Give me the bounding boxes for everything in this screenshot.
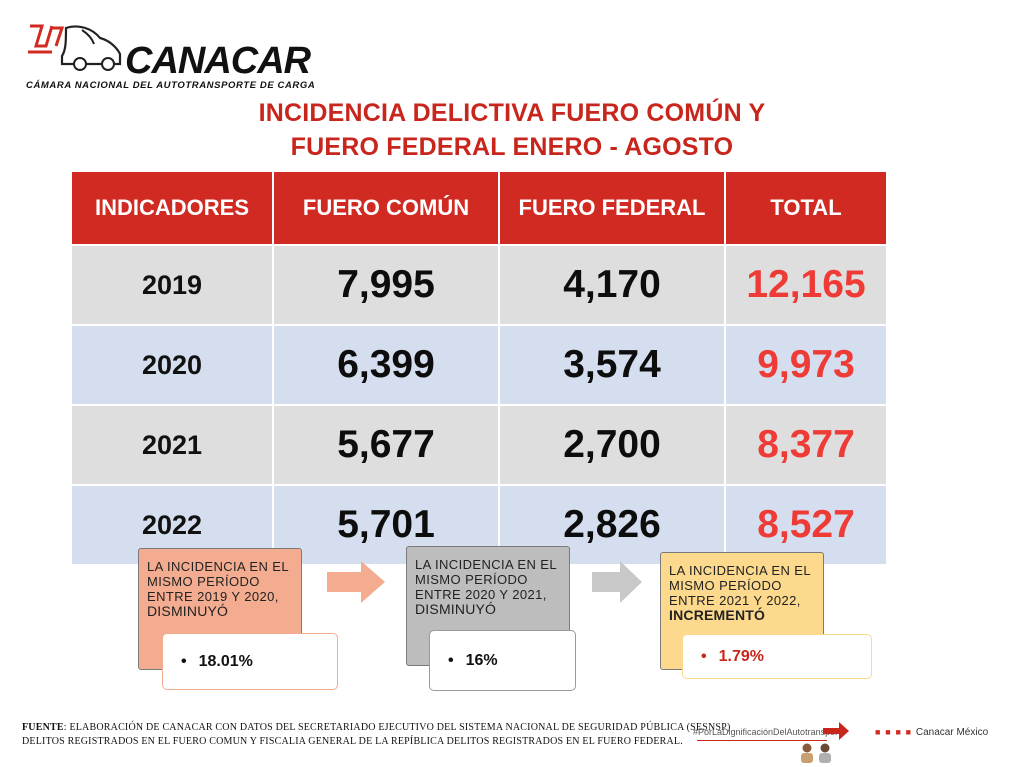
note-value: 18.01%: [198, 652, 253, 670]
cell-fuero-comun: 7,995: [273, 244, 500, 325]
title-line-2: FUERO FEDERAL ENERO - AGOSTO: [290, 133, 734, 161]
logo-wordmark: CANACAR: [125, 40, 311, 82]
arrow-right-icon: [327, 561, 385, 603]
social-links: ■ ■ ■ ■ Canacar México: [875, 727, 988, 738]
bullet-icon: •: [701, 647, 707, 665]
bullet-icon: •: [181, 652, 187, 670]
hashtag-underline: [697, 740, 827, 741]
footer-line-1: : ELABORACIÓN DE CANACAR CON DATOS DEL S…: [63, 722, 731, 733]
cell-fuero-federal: 2,700: [499, 404, 726, 485]
note-value-pill: • 18.01%: [162, 633, 338, 690]
cell-year: 2020: [72, 324, 274, 405]
note-verdict: INCREMENTÓ: [669, 607, 766, 623]
note-value: 1.79%: [718, 647, 764, 665]
table-header-row: INDICADORES FUERO COMÚN FUERO FEDERAL TO…: [72, 172, 886, 245]
arrow-right-icon: [592, 561, 642, 603]
footer-line-2: DELITOS REGISTRADOS EN EL FUERO COMUN Y …: [22, 736, 683, 747]
logo-subtitle: CÁMARA NACIONAL DEL AUTOTRANSPORTE DE CA…: [26, 80, 316, 91]
cell-fuero-federal: 3,574: [499, 324, 726, 405]
cell-fuero-comun: 6,399: [273, 324, 500, 405]
page-title: INCIDENCIA DELICTIVA FUERO COMÚN Y FUERO…: [0, 96, 1024, 164]
note-value-pill: • 1.79%: [682, 634, 872, 679]
hashtag-text: #PorLaDignificaciónDelAutotransporte: [693, 727, 846, 737]
note-value: 16%: [465, 651, 498, 669]
header-indicadores: INDICADORES: [72, 172, 274, 245]
arrow-right-icon: [823, 722, 849, 740]
facebook-icon[interactable]: ■: [885, 727, 891, 737]
header-fuero-federal: FUERO FEDERAL: [499, 172, 726, 245]
table-row: 2020 6,399 3,574 9,973: [72, 324, 886, 405]
drivers-illustration-icon: [801, 743, 831, 763]
header-fuero-comun: FUERO COMÚN: [273, 172, 500, 245]
twitter-icon[interactable]: ■: [875, 727, 881, 737]
cell-fuero-federal: 4,170: [499, 244, 726, 325]
note-text: LA INCIDENCIA EN EL MISMO PERÍODO ENTRE …: [147, 559, 289, 604]
title-line-1: INCIDENCIA DELICTIVA FUERO COMÚN Y: [258, 99, 766, 127]
table-row: 2019 7,995 4,170 12,165: [72, 244, 886, 325]
header-total: TOTAL: [725, 172, 886, 245]
cell-fuero-comun: 5,677: [273, 404, 500, 485]
instagram-icon[interactable]: ■: [895, 727, 901, 737]
cell-year: 2021: [72, 404, 274, 485]
cell-total: 9,973: [725, 324, 886, 405]
note-verdict: DISMINUYÓ: [415, 601, 497, 617]
truck-logo-icon: [28, 24, 122, 71]
canacar-logo: CANACAR CÁMARA NACIONAL DEL AUTOTRANSPOR…: [22, 18, 322, 100]
youtube-icon[interactable]: ■: [905, 727, 912, 737]
bullet-icon: •: [448, 651, 454, 669]
cell-year: 2019: [72, 244, 274, 325]
cell-total: 8,377: [725, 404, 886, 485]
cell-total: 12,165: [725, 244, 886, 325]
note-verdict: DISMINUYÓ: [147, 603, 229, 619]
table-row: 2021 5,677 2,700 8,377: [72, 404, 886, 485]
note-text: LA INCIDENCIA EN EL MISMO PERÍODO ENTRE …: [415, 557, 557, 602]
note-text: LA INCIDENCIA EN EL MISMO PERÍODO ENTRE …: [669, 563, 811, 608]
social-handle: Canacar México: [915, 727, 989, 738]
footer-label: FUENTE: [22, 722, 64, 733]
source-footer: FUENTE: ELABORACIÓN DE CANACAR CON DATOS…: [22, 721, 730, 749]
note-value-pill: • 16%: [429, 630, 576, 691]
cell-total: 8,527: [725, 484, 886, 564]
incidence-table: INDICADORES FUERO COMÚN FUERO FEDERAL TO…: [72, 172, 886, 564]
